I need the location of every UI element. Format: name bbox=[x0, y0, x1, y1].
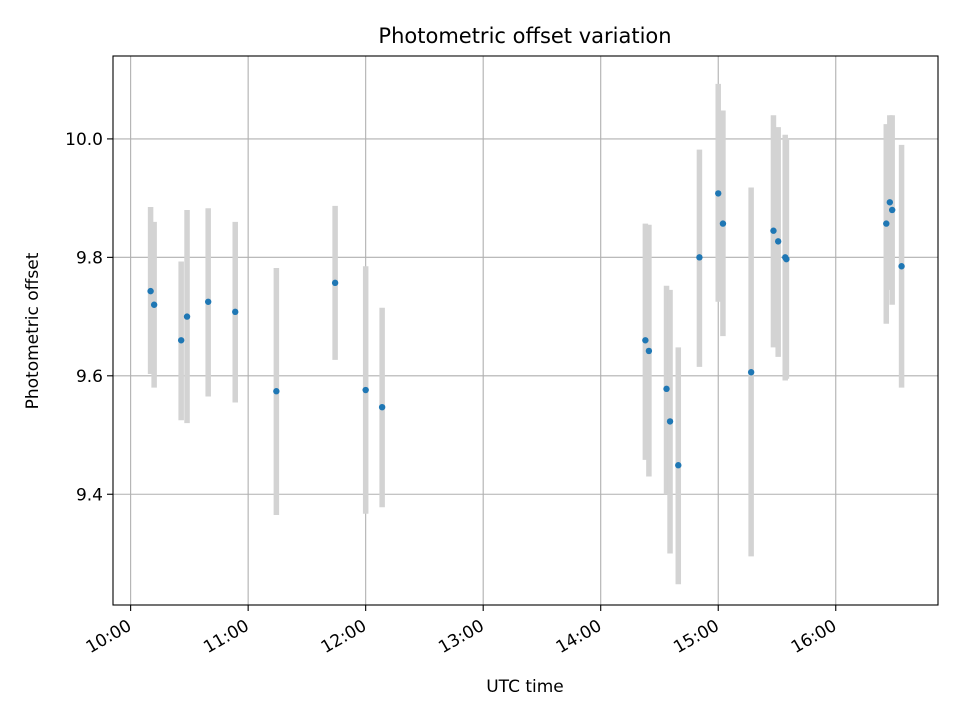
data-point bbox=[883, 220, 890, 227]
y-tick-label: 9.4 bbox=[76, 485, 103, 505]
data-point bbox=[147, 287, 154, 295]
data-point bbox=[645, 347, 653, 355]
data-point bbox=[273, 388, 280, 395]
data-point bbox=[715, 190, 722, 197]
point-layer bbox=[147, 190, 905, 469]
data-point bbox=[666, 418, 674, 425]
data-point bbox=[696, 254, 703, 261]
data-point bbox=[774, 238, 782, 245]
y-axis-label: Photometric offset bbox=[23, 252, 43, 409]
data-point bbox=[888, 206, 896, 214]
data-point bbox=[886, 199, 894, 206]
data-point bbox=[642, 337, 649, 344]
y-tick-label: 10.0 bbox=[65, 130, 103, 150]
x-axis-label: UTC time bbox=[486, 677, 564, 697]
data-point bbox=[378, 403, 386, 411]
plot-frame bbox=[112, 55, 939, 606]
data-point bbox=[362, 386, 369, 394]
data-point bbox=[204, 298, 212, 305]
data-point bbox=[898, 263, 905, 270]
data-point bbox=[747, 369, 755, 376]
data-point bbox=[331, 279, 339, 287]
y-tick-label: 9.8 bbox=[76, 248, 103, 268]
data-point bbox=[232, 308, 239, 316]
data-point bbox=[770, 227, 777, 234]
data-point bbox=[663, 385, 670, 393]
y-tick-label: 9.6 bbox=[76, 367, 103, 387]
data-point bbox=[783, 255, 790, 263]
data-point bbox=[183, 313, 191, 320]
data-point bbox=[675, 462, 682, 469]
data-point bbox=[150, 301, 158, 308]
data-point bbox=[177, 337, 185, 344]
data-point bbox=[719, 220, 727, 227]
chart-title: Photometric offset variation bbox=[378, 24, 671, 48]
